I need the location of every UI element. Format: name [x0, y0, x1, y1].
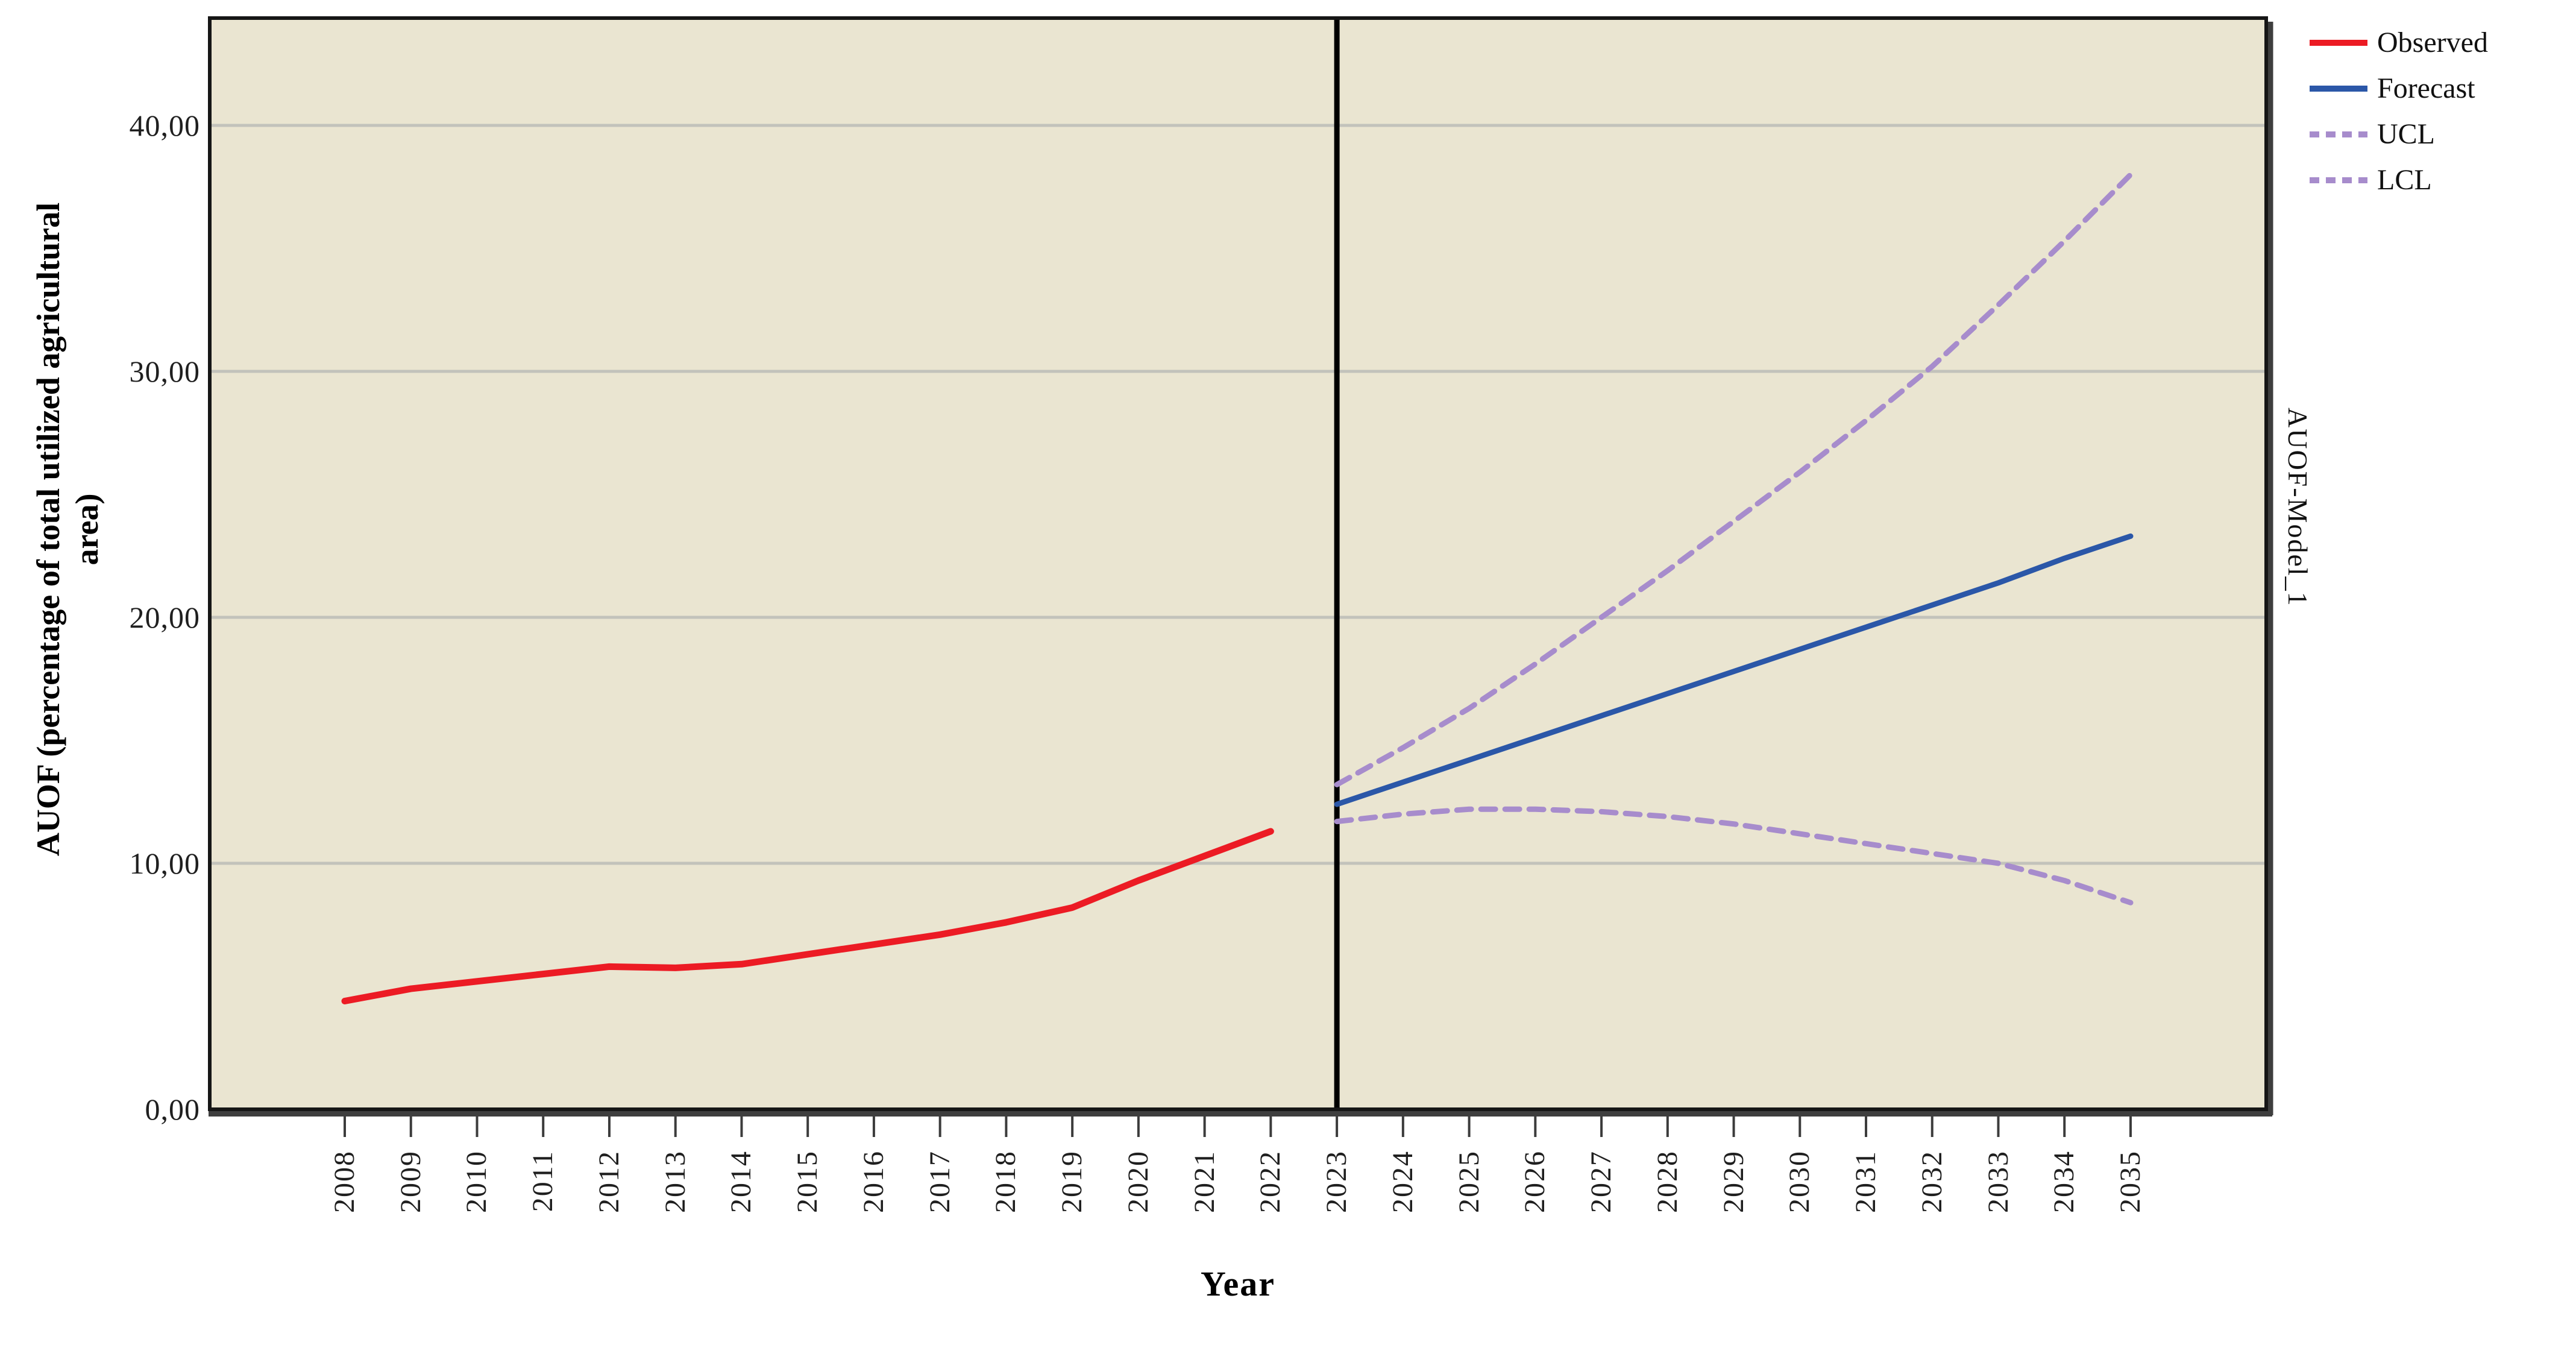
- x-tick-label: 2014: [725, 1150, 758, 1213]
- plot-area: [210, 18, 2266, 1109]
- model-label: AUOF-Model_1: [2282, 408, 2313, 607]
- ucl-line-swatch: [2310, 131, 2367, 137]
- legend: Observed Forecast UCL LCL: [2310, 23, 2488, 206]
- legend-label: Observed: [2377, 27, 2488, 58]
- x-tick-label: 2021: [1188, 1150, 1220, 1213]
- legend-item-lcl: LCL: [2310, 160, 2488, 200]
- x-tick-label: 2023: [1321, 1150, 1353, 1213]
- x-tick-label: 2032: [1915, 1150, 1948, 1213]
- x-tick-label: 2025: [1453, 1150, 1485, 1213]
- x-tick-label: 2026: [1519, 1150, 1551, 1213]
- x-tick-label: 2022: [1254, 1150, 1287, 1213]
- y-tick-label: 10,00: [129, 846, 200, 880]
- lcl-line-swatch: [2310, 177, 2367, 183]
- x-tick-label: 2017: [923, 1150, 956, 1213]
- legend-item-forecast: Forecast: [2310, 69, 2488, 109]
- forecast-line: [1334, 533, 2134, 807]
- x-tick-label: 2013: [659, 1150, 691, 1213]
- x-tick-label: 2024: [1386, 1150, 1419, 1213]
- x-tick-label: 2033: [1982, 1150, 2014, 1213]
- x-axis-title: Year: [1201, 1264, 1275, 1303]
- x-tick-label: 2009: [394, 1150, 427, 1213]
- x-tick-label: 2027: [1585, 1150, 1618, 1213]
- x-tick-label: 2016: [857, 1150, 890, 1213]
- ucl-line: [1334, 172, 2134, 787]
- x-tick-label: 2010: [460, 1150, 493, 1213]
- legend-item-observed: Observed: [2310, 23, 2488, 63]
- x-tick-label: 2028: [1651, 1150, 1683, 1213]
- x-tick-label: 2029: [1717, 1150, 1750, 1213]
- legend-label: UCL: [2377, 118, 2435, 150]
- x-tick-label: 2019: [1056, 1150, 1089, 1213]
- y-tick-label: 0,00: [145, 1092, 200, 1126]
- x-tick-label: 2018: [990, 1150, 1022, 1213]
- y-tick-label: 30,00: [129, 354, 200, 388]
- x-tick-label: 2031: [1850, 1150, 1882, 1213]
- x-tick-label: 2020: [1122, 1150, 1154, 1213]
- lcl-line: [1334, 806, 2134, 906]
- y-tick-label: 40,00: [129, 109, 200, 142]
- x-tick-label: 2012: [592, 1150, 625, 1213]
- x-tick-label: 2011: [527, 1150, 559, 1212]
- legend-label: Forecast: [2377, 72, 2475, 104]
- x-tick-label: 2035: [2114, 1150, 2146, 1213]
- legend-label: LCL: [2377, 164, 2432, 196]
- legend-item-ucl: UCL: [2310, 115, 2488, 154]
- observed-line: [341, 828, 1274, 1004]
- x-tick-label: 2015: [791, 1150, 824, 1213]
- observed-line-swatch: [2310, 40, 2367, 46]
- x-tick-label: 2030: [1783, 1150, 1816, 1213]
- x-tick-label: 2034: [2048, 1150, 2081, 1213]
- plot-border: [208, 16, 2268, 1111]
- forecast-line-swatch: [2310, 86, 2367, 92]
- y-tick-label: 20,00: [129, 600, 200, 634]
- x-tick-label: 2008: [328, 1150, 360, 1213]
